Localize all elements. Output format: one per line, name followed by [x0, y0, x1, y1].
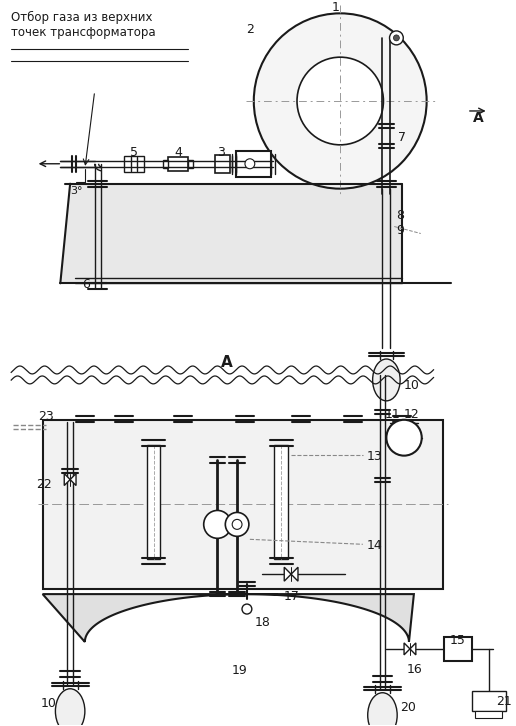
Text: 1: 1 [331, 1, 339, 15]
Circle shape [297, 57, 383, 145]
Polygon shape [70, 473, 76, 486]
Ellipse shape [55, 689, 85, 726]
Bar [43, 420, 443, 589]
Text: 4: 4 [174, 146, 182, 159]
Text: 23: 23 [38, 409, 54, 423]
Ellipse shape [368, 693, 397, 726]
Text: 11: 11 [384, 408, 400, 421]
Ellipse shape [373, 359, 400, 401]
Bar [475, 711, 502, 717]
Circle shape [254, 13, 427, 189]
Bar [168, 157, 188, 171]
Bar [147, 445, 160, 559]
Text: 9: 9 [396, 224, 404, 237]
Circle shape [204, 510, 231, 538]
Polygon shape [43, 594, 414, 642]
Text: 19: 19 [231, 664, 247, 677]
Text: 22: 22 [36, 478, 52, 491]
Polygon shape [291, 567, 298, 581]
Text: 7: 7 [398, 131, 406, 144]
Bar [444, 637, 472, 661]
Bar [472, 690, 506, 711]
Polygon shape [284, 567, 291, 581]
Text: 17: 17 [283, 590, 299, 603]
Circle shape [225, 513, 249, 537]
Text: 10: 10 [404, 379, 420, 392]
Text: 18: 18 [255, 616, 271, 629]
Text: 16: 16 [407, 663, 423, 676]
Polygon shape [410, 643, 416, 655]
Bar [124, 156, 144, 172]
Bar [215, 155, 230, 173]
Bar [188, 160, 193, 168]
Text: 21: 21 [496, 695, 512, 708]
Polygon shape [60, 184, 402, 283]
Bar [275, 445, 288, 559]
Text: 13: 13 [367, 449, 382, 462]
Bar [164, 160, 168, 168]
Circle shape [386, 420, 422, 456]
Text: 20: 20 [400, 701, 416, 714]
Circle shape [393, 35, 399, 41]
Text: 14: 14 [367, 539, 382, 552]
Text: 3: 3 [217, 146, 225, 159]
Circle shape [390, 31, 404, 45]
Text: 3°: 3° [70, 186, 83, 196]
Text: 6: 6 [82, 278, 90, 291]
Text: А: А [473, 111, 483, 125]
Text: 8: 8 [396, 208, 404, 221]
Text: 12: 12 [404, 408, 420, 421]
Text: 2: 2 [246, 23, 254, 36]
Circle shape [242, 604, 252, 614]
Text: 15: 15 [449, 634, 465, 647]
Polygon shape [64, 473, 70, 486]
Circle shape [245, 159, 255, 168]
Polygon shape [404, 643, 410, 655]
Text: Отбор газа из верхних
точек трансформатора: Отбор газа из верхних точек трансформато… [11, 12, 156, 39]
Text: А: А [221, 355, 233, 370]
Text: 10: 10 [41, 697, 57, 710]
Circle shape [232, 519, 242, 529]
Bar [236, 151, 271, 176]
Text: 5: 5 [130, 146, 138, 159]
